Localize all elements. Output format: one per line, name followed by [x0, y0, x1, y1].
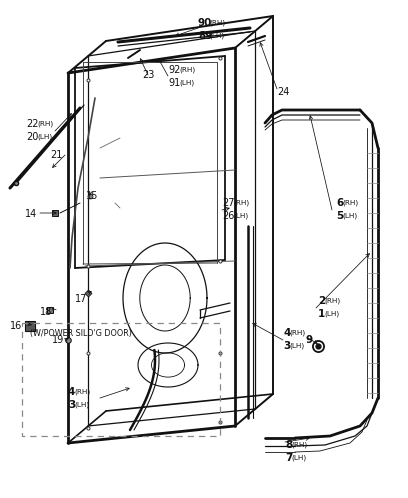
Text: (RH): (RH)	[289, 330, 305, 336]
Text: 92: 92	[168, 65, 180, 75]
Text: 89: 89	[198, 31, 213, 41]
Text: 27: 27	[222, 198, 235, 208]
Text: (RH): (RH)	[291, 442, 307, 448]
Text: 22: 22	[26, 119, 38, 129]
Text: (LH): (LH)	[342, 213, 357, 219]
Text: 21: 21	[50, 150, 62, 160]
Text: 4: 4	[283, 328, 290, 338]
Text: 8: 8	[285, 440, 292, 450]
Text: (LH): (LH)	[209, 33, 224, 39]
Text: (RH): (RH)	[37, 121, 53, 127]
Text: 3: 3	[283, 341, 290, 351]
Text: 3: 3	[68, 400, 75, 410]
Text: (RH): (RH)	[324, 298, 340, 304]
Text: 15: 15	[86, 191, 98, 201]
Text: 4: 4	[68, 387, 75, 397]
Text: 2: 2	[318, 296, 325, 306]
Text: (RH): (RH)	[233, 200, 249, 206]
Text: 20: 20	[26, 132, 38, 142]
Text: (LH): (LH)	[233, 213, 248, 219]
Text: 5: 5	[336, 211, 343, 221]
Text: (LH): (LH)	[179, 80, 194, 86]
Text: 1: 1	[318, 309, 325, 319]
Text: (LH): (LH)	[324, 311, 339, 317]
Text: 17: 17	[75, 294, 87, 304]
Text: 26: 26	[222, 211, 234, 221]
Text: 16: 16	[10, 321, 22, 331]
Text: 9: 9	[305, 335, 312, 345]
Text: (LH): (LH)	[289, 343, 304, 349]
Text: (LH): (LH)	[291, 455, 306, 461]
Text: 6: 6	[336, 198, 343, 208]
Text: 18: 18	[40, 307, 52, 317]
Text: (RH): (RH)	[209, 20, 225, 26]
Text: 24: 24	[277, 87, 289, 97]
Text: 23: 23	[142, 70, 154, 80]
Text: 14: 14	[25, 209, 37, 219]
Text: (W/POWER SILD'G DOOR): (W/POWER SILD'G DOOR)	[30, 329, 132, 338]
Text: (RH): (RH)	[74, 389, 90, 395]
Text: (LH): (LH)	[37, 134, 52, 140]
Text: (LH): (LH)	[74, 402, 89, 408]
Text: 90: 90	[198, 18, 213, 28]
Text: 7: 7	[285, 453, 293, 463]
Text: (RH): (RH)	[179, 67, 195, 73]
Text: (RH): (RH)	[342, 200, 358, 206]
Text: 91: 91	[168, 78, 180, 88]
Text: 19: 19	[52, 335, 64, 345]
